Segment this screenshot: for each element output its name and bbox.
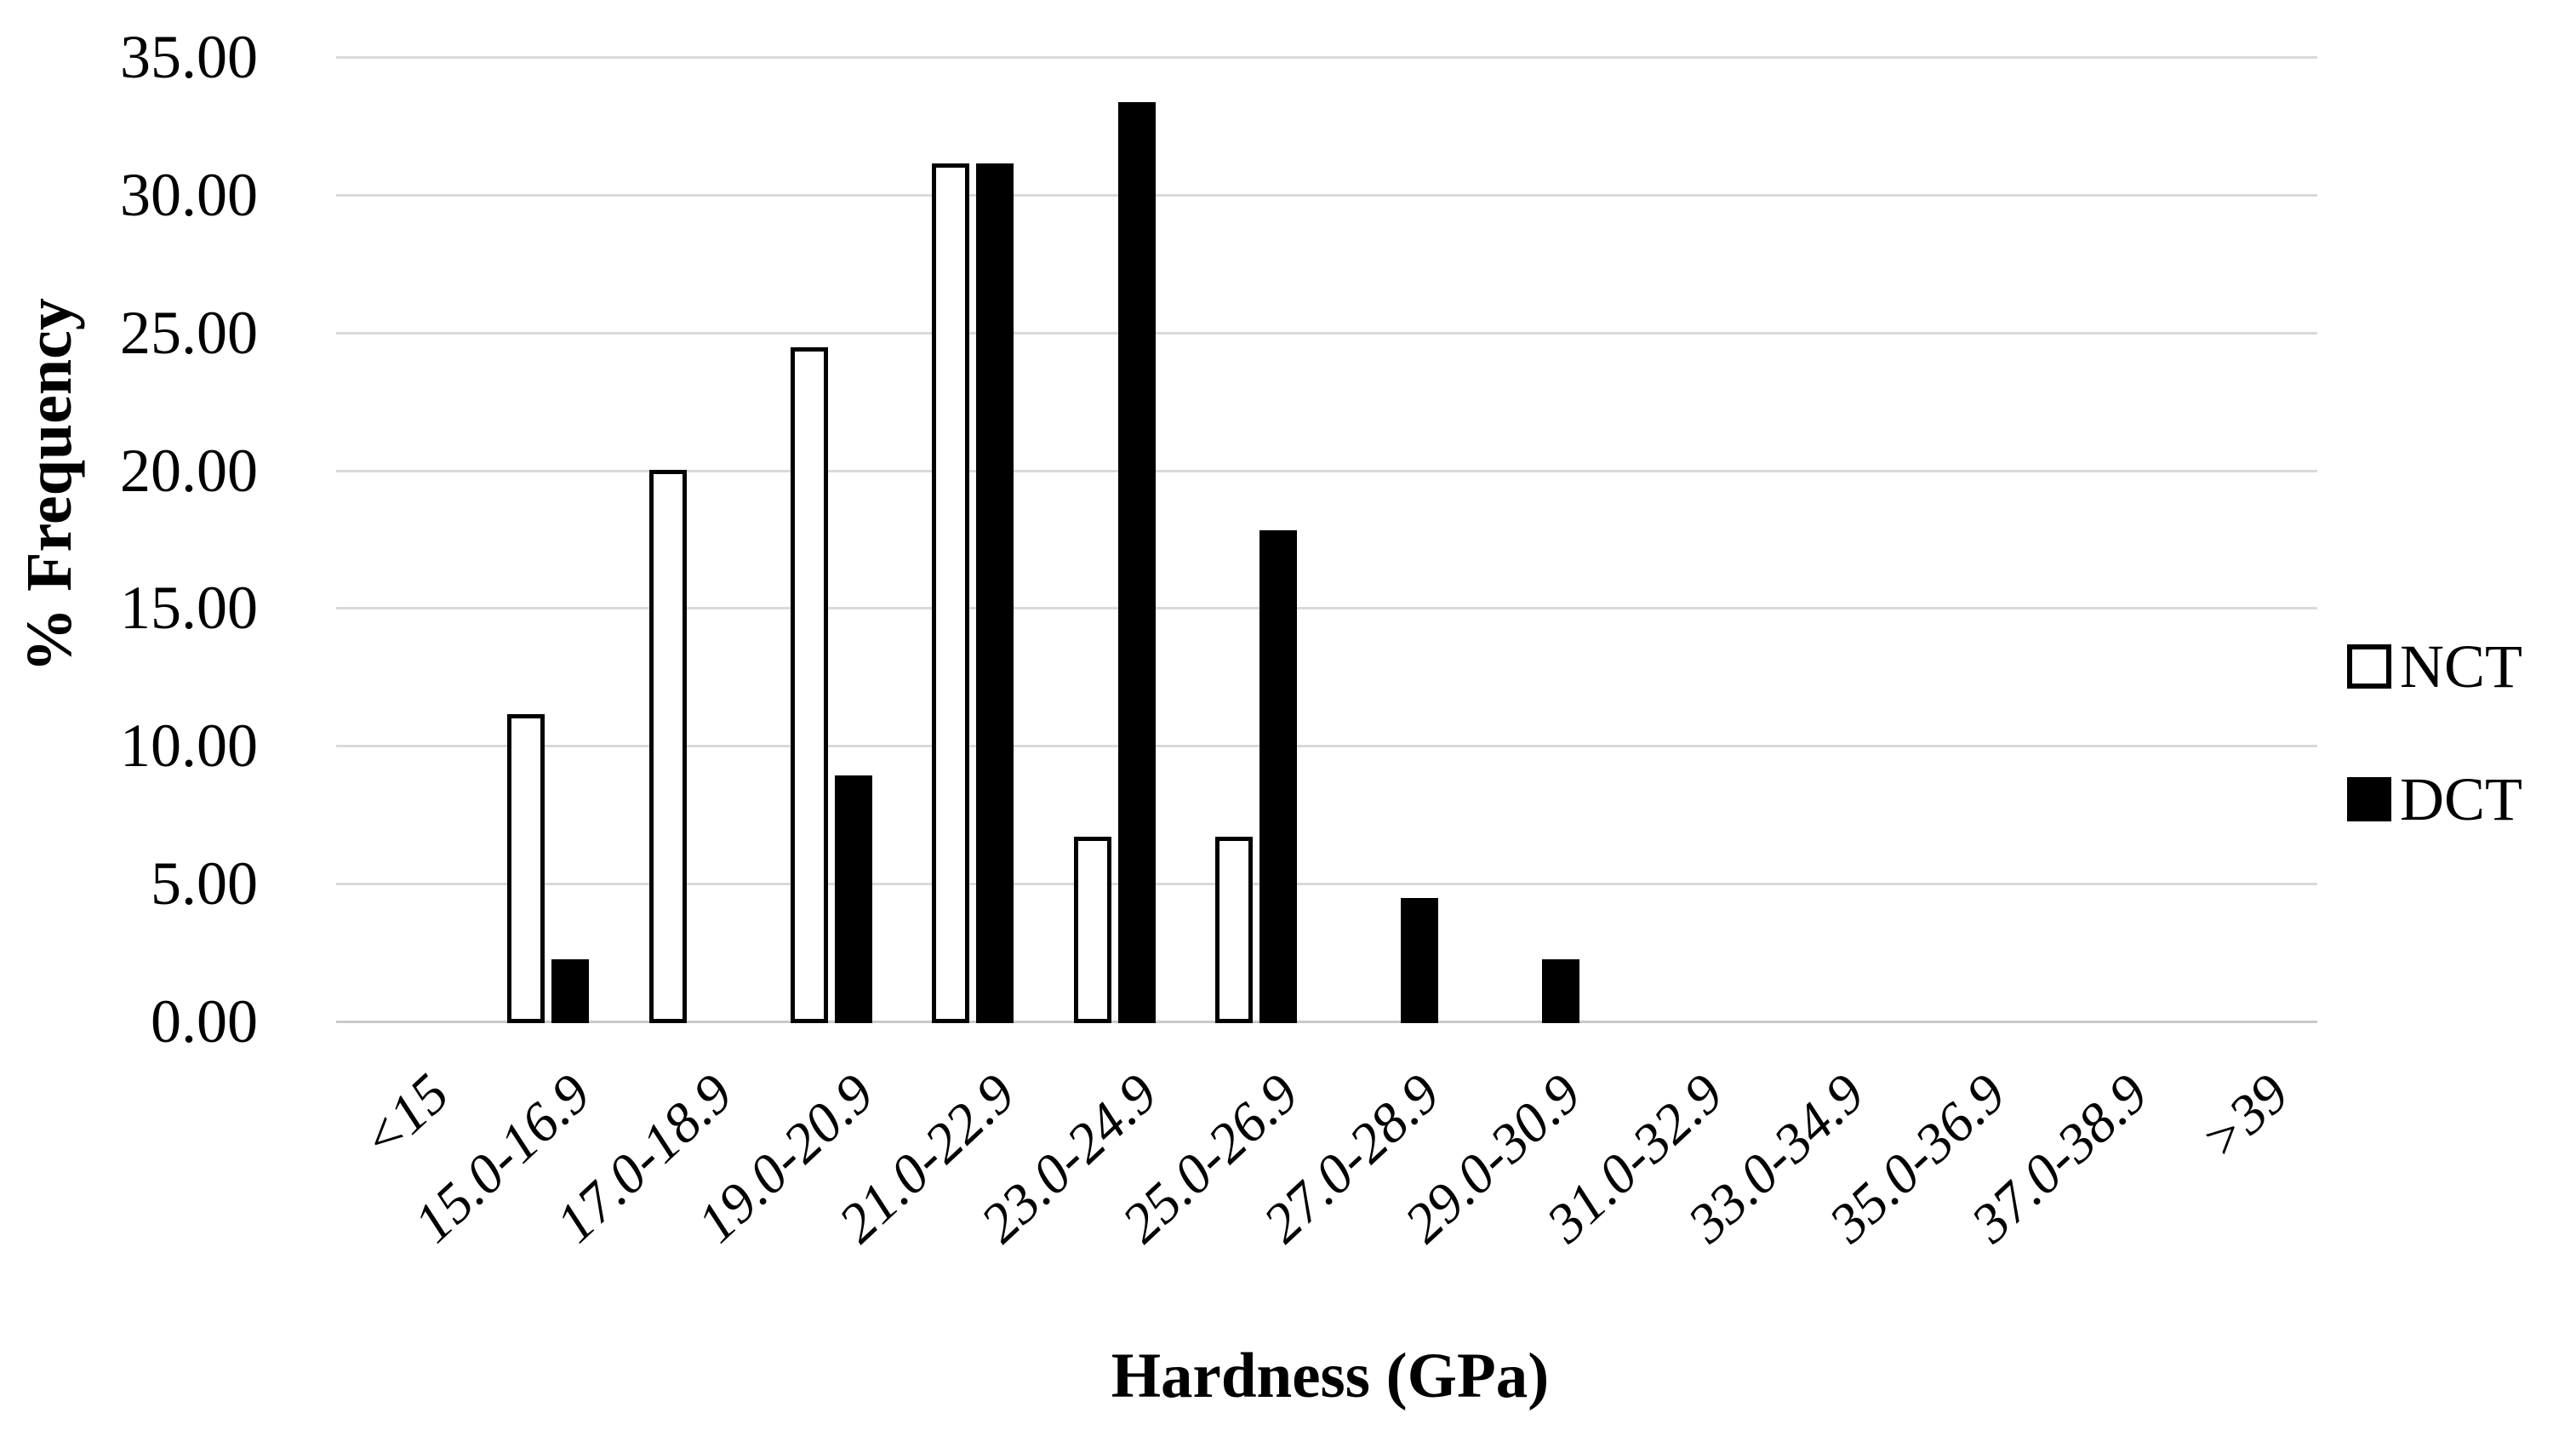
- y-tick-label: 25.00: [120, 299, 258, 367]
- legend-item-nct: NCT: [2347, 632, 2522, 701]
- gridline: [336, 745, 2317, 747]
- bar-nct-25.0-26.9: [1215, 837, 1253, 1023]
- plot-area: [336, 0, 2317, 1430]
- bar-nct-17.0-18.9: [649, 470, 687, 1023]
- nct-swatch-icon: [2347, 644, 2391, 689]
- bar-nct-15.0-16.9: [507, 714, 545, 1023]
- legend-label-nct: NCT: [2400, 632, 2522, 701]
- y-tick-label: 10.00: [120, 712, 258, 780]
- bar-dct-21.0-22.9: [976, 163, 1014, 1023]
- gridline: [336, 332, 2317, 335]
- legend-item-dct: DCT: [2347, 765, 2522, 833]
- bar-nct-19.0-20.9: [791, 347, 828, 1023]
- y-tick-label: 5.00: [151, 849, 258, 918]
- gridline: [336, 470, 2317, 472]
- x-axis-title: Hardness (GPa): [1111, 1341, 1550, 1411]
- x-axis-line: [336, 1021, 2317, 1023]
- gridline: [336, 194, 2317, 197]
- gridline: [336, 56, 2317, 59]
- bar-nct-21.0-22.9: [932, 163, 969, 1023]
- y-tick-label: 20.00: [120, 437, 258, 505]
- legend-label-dct: DCT: [2400, 765, 2522, 833]
- bar-dct-27.0-28.9: [1401, 898, 1438, 1023]
- bar-nct-23.0-24.9: [1074, 837, 1111, 1023]
- y-tick-label: 15.00: [120, 574, 258, 642]
- bar-dct-23.0-24.9: [1118, 102, 1156, 1023]
- bar-dct-29.0-30.9: [1542, 959, 1579, 1023]
- y-tick-label: 0.00: [151, 987, 258, 1055]
- y-tick-label: 30.00: [120, 161, 258, 229]
- dct-swatch-icon: [2347, 777, 2391, 821]
- bar-dct-19.0-20.9: [835, 775, 872, 1023]
- bar-dct-15.0-16.9: [551, 959, 589, 1023]
- y-tick-label: 35.00: [120, 23, 258, 91]
- gridline: [336, 883, 2317, 885]
- gridline: [336, 607, 2317, 609]
- bar-dct-25.0-26.9: [1259, 530, 1297, 1023]
- legend: NCT DCT: [2347, 632, 2522, 902]
